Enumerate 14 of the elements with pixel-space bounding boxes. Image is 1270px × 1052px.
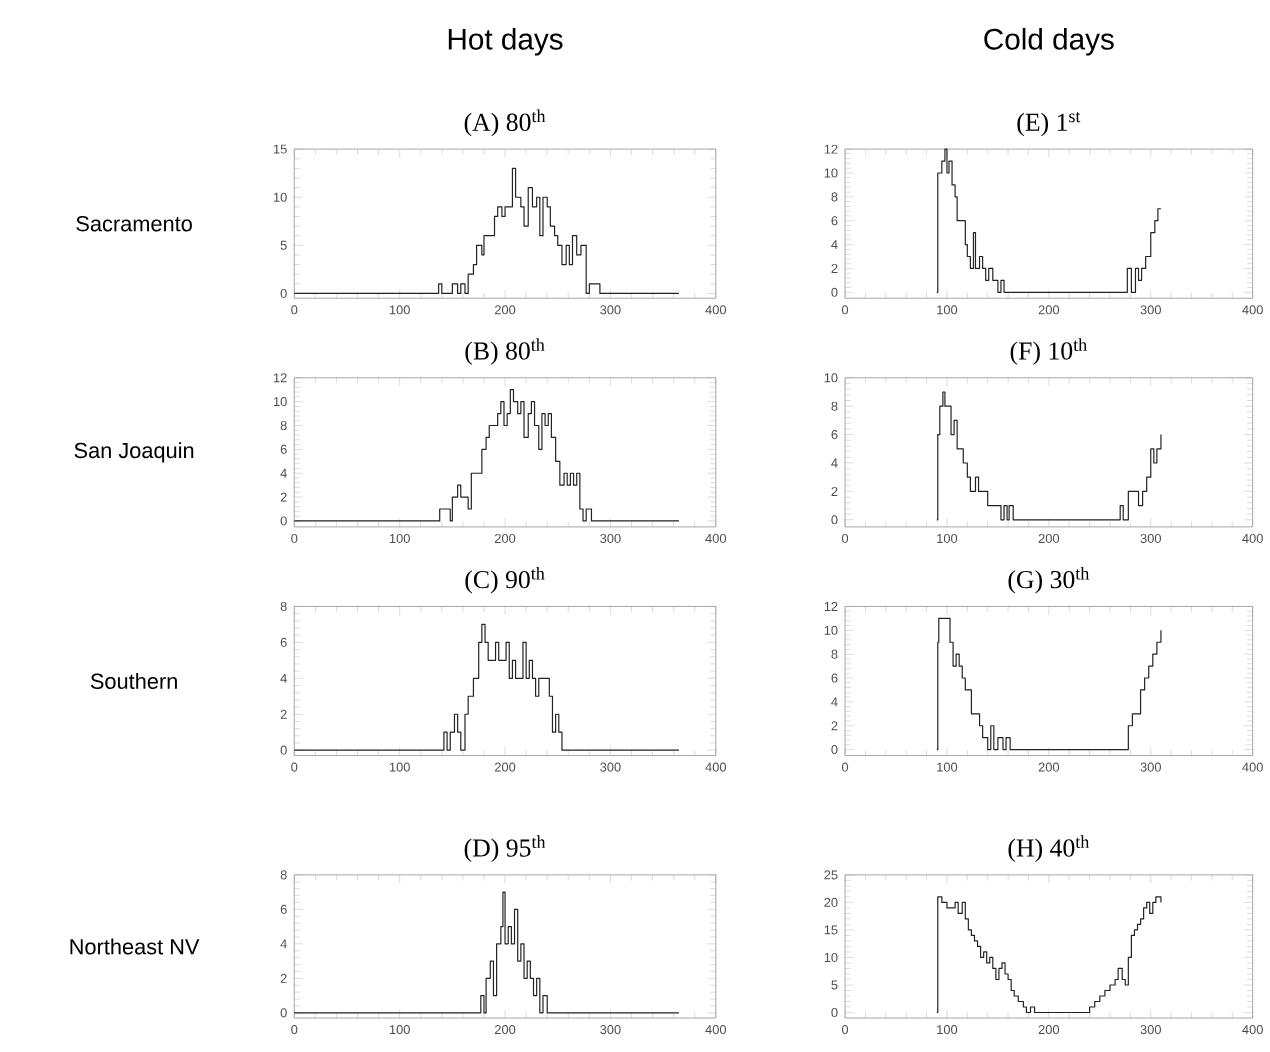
text: Cold days — [984, 28, 1114, 56]
chart-title: (G) 30$^{th}$ — [1008, 567, 1090, 594]
chart-title: (H) 40$^{th}$ — [1008, 835, 1090, 863]
y-axis-title: San Joaquin — [74, 442, 194, 463]
chart-title: (B) 80$^{th}$ — [465, 338, 545, 365]
y-axis-title: Northeast NV — [70, 938, 200, 955]
chart-title: (C) 90$^{th}$ — [465, 567, 545, 594]
y-axis-title: Southern — [90, 673, 177, 690]
text: Hot days — [448, 28, 563, 56]
chart-title: (D) 95$^{th}$ — [464, 835, 546, 863]
y-axis-title: Sacramento — [76, 216, 192, 232]
chart-title: (E) 1$^{st}$ — [1017, 112, 1081, 137]
chart-title: (A) 80$^{th}$ — [464, 109, 546, 137]
chart-title: (F) 10$^{th}$ — [1010, 338, 1087, 365]
